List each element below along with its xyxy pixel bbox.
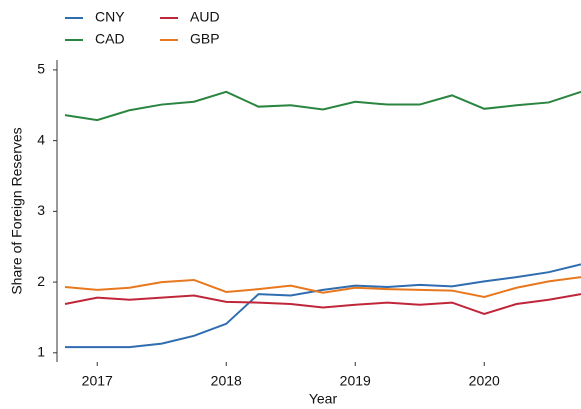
series-line [64,263,581,349]
legend-label: CAD [95,31,125,47]
x-tick-label: 2017 [82,373,113,389]
legend-label: AUD [190,9,220,25]
series-line [64,90,581,122]
x-tick-label: 2020 [469,373,500,389]
y-tick-label: 3 [37,202,45,218]
legend-label: CNY [95,9,125,25]
series-line [64,293,581,315]
legend-label: GBP [190,31,220,47]
x-tick-label: 2019 [340,373,371,389]
y-tick-label: 2 [37,273,45,289]
y-tick-label: 1 [37,344,45,360]
x-tick-label: 2018 [211,373,242,389]
x-axis-label: Year [309,391,338,407]
y-tick-label: 4 [37,131,45,147]
y-axis-label: Share of Foreign Reserves [9,127,25,294]
series-line [64,276,581,298]
y-tick-label: 5 [37,61,45,77]
